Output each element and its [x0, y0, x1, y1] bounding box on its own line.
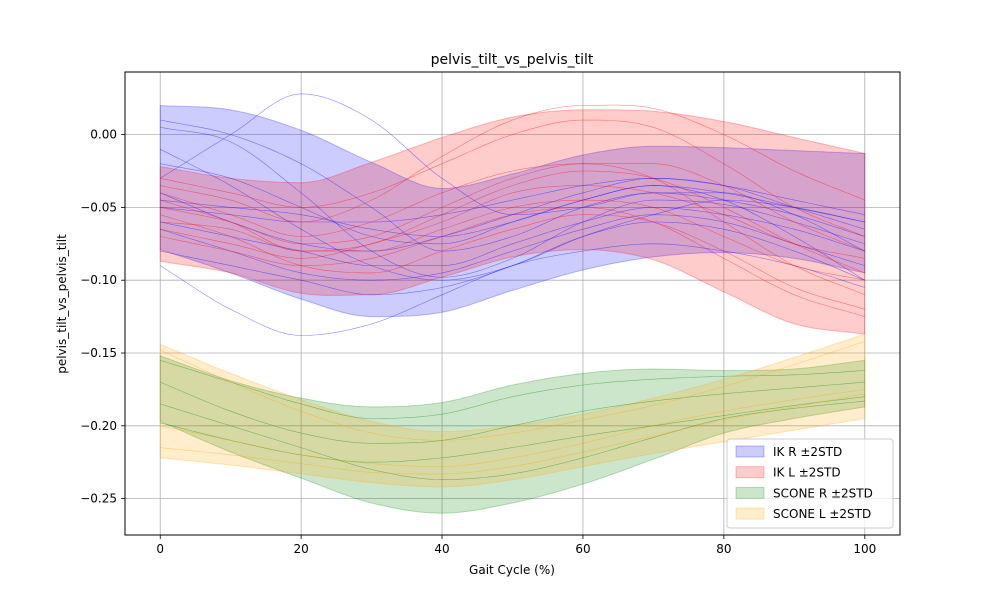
- trace-ik-l-2std-1: [160, 119, 865, 237]
- x-tick-label: 40: [434, 542, 449, 556]
- band-scone-l-2std: [159, 333, 866, 488]
- trace-ik-l-2std-7: [160, 104, 865, 223]
- x-tick-label: 20: [293, 542, 308, 556]
- trace-scone-r-2std-0: [160, 360, 865, 419]
- trace-ik-l-2std-2: [160, 207, 865, 317]
- trace-ik-r-2std-5: [160, 221, 865, 296]
- axis-ticks: 0 20 40 60 80 100 0.00 −0.05 −0.10 −0.15 −0.20 −0.2…: [80, 128, 876, 556]
- x-tick-label: 80: [716, 542, 731, 556]
- trace-scone-l-2std-2: [160, 393, 865, 475]
- legend: IK R ±2STD IK L ±2STD SCONE R ±2STD SCONE L…: [726, 438, 894, 529]
- legend-swatch: [735, 445, 765, 458]
- trace-ik-r-2std-2: [160, 177, 865, 252]
- trace-ik-l-2std-5: [160, 170, 865, 274]
- trace-ik-r-2std-9: [160, 148, 865, 281]
- trace-ik-r-2std-4: [160, 119, 865, 252]
- legend-swatch: [735, 486, 765, 499]
- legend-label: IK L ±2STD: [773, 466, 841, 480]
- trace-scone-r-2std-3: [160, 381, 865, 444]
- trace-ik-r-2std-8: [160, 243, 865, 336]
- trace-scone-l-2std-0: [160, 341, 865, 441]
- trace-ik-l-2std-6: [160, 214, 865, 310]
- x-tick-label: 100: [853, 542, 876, 556]
- grid: [125, 72, 900, 535]
- band-ik-l-2std: [159, 109, 866, 335]
- legend-swatch: [735, 507, 765, 520]
- y-tick-label: −0.15: [80, 346, 117, 360]
- trace-ik-l-2std-3: [160, 163, 865, 296]
- trace-scone-r-2std-2: [160, 396, 865, 463]
- trace-ik-r-2std-3: [160, 207, 865, 266]
- legend-label: IK R ±2STD: [773, 445, 842, 459]
- y-tick-label: 0.00: [90, 128, 117, 142]
- y-tick-label: −0.25: [80, 492, 117, 506]
- bands-layer: [159, 104, 866, 514]
- band-ik-r-2std: [159, 104, 866, 318]
- x-axis-label: Gait Cycle (%): [469, 563, 555, 577]
- trace-ik-l-2std-8: [160, 185, 865, 259]
- x-tick-label: 60: [575, 542, 590, 556]
- trace-ik-r-2std-7: [160, 185, 865, 281]
- x-tick-label: 0: [156, 542, 164, 556]
- trace-ik-l-2std-0: [160, 163, 865, 252]
- trace-ik-r-2std-11: [160, 214, 865, 281]
- traces-layer: [160, 93, 865, 481]
- trace-ik-r-2std-6: [160, 93, 865, 252]
- trace-ik-r-2std-1: [160, 163, 865, 245]
- y-tick-label: −0.20: [80, 419, 117, 433]
- trace-ik-l-2std-4: [160, 199, 865, 281]
- legend-label: SCONE R ±2STD: [773, 486, 873, 500]
- legend-label: SCONE L ±2STD: [773, 507, 871, 521]
- trace-scone-r-2std-1: [160, 400, 865, 481]
- band-scone-r-2std: [159, 355, 866, 514]
- y-tick-label: −0.05: [80, 200, 117, 214]
- legend-items: IK R ±2STD IK L ±2STD SCONE R ±2STD SCONE L…: [735, 445, 873, 521]
- legend-swatch: [735, 466, 765, 479]
- legend-box: [726, 438, 894, 529]
- trace-ik-r-2std-0: [160, 127, 865, 278]
- plot-frame: [124, 71, 901, 536]
- chart-title: pelvis_tilt_vs_pelvis_tilt: [431, 52, 594, 68]
- y-axis-label: pelvis_tilt_vs_pelvis_tilt: [55, 234, 69, 374]
- trace-scone-l-2std-1: [160, 389, 865, 467]
- y-tick-label: −0.10: [80, 273, 117, 287]
- trace-ik-r-2std-10: [160, 177, 865, 223]
